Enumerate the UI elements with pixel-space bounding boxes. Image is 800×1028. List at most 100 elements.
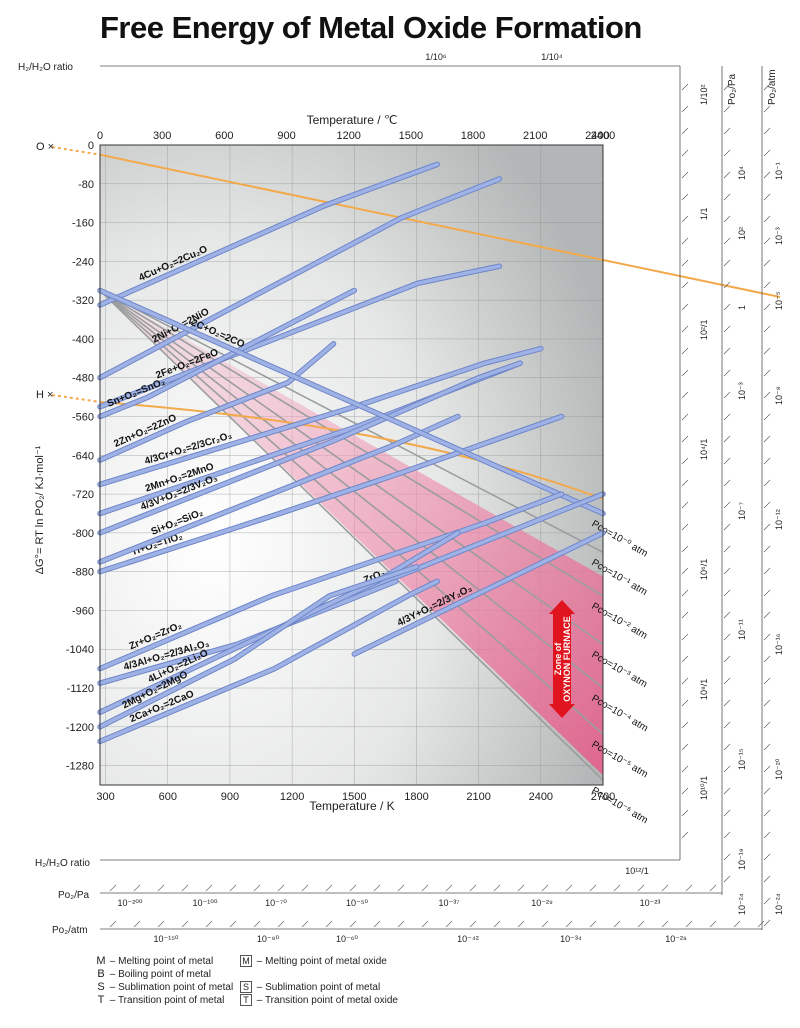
legend-item: T – Transition point of metal oxide (240, 994, 398, 1006)
po2-atm-right-tickmark (763, 347, 771, 355)
po2-atm-bottom-tick: 10⁻³⁴ (560, 934, 582, 944)
zone-arrow-body (553, 612, 571, 706)
po2-pa-bottom-tickmark (613, 884, 621, 892)
po2-pa-bottom-tickmark (349, 884, 357, 892)
x-tick-label-K: 300 (96, 791, 114, 803)
h2h2o-right-tickmark (681, 567, 689, 575)
po2-pa-right-tickmark (723, 303, 731, 311)
legend-text: – Melting point of metal oxide (254, 956, 387, 967)
po2-atm-bottom-tickmark (445, 920, 453, 928)
oxynon-zone (100, 290, 603, 776)
y-tick-label: -800 (72, 528, 94, 540)
pco-line (99, 289, 604, 646)
po2-atm-right-tick: 10⁻¹⁶ (774, 633, 784, 655)
o-dotted-line (51, 146, 101, 156)
legend-item: S – Sublimation point of metal (240, 981, 380, 993)
po2-atm-right-tickmark (763, 875, 771, 883)
po2-pa-right-tickmark (723, 699, 731, 707)
po2-atm-bottom-tick: 10⁻⁸⁰ (257, 934, 280, 944)
page-title: Free Energy of Metal Oxide Formation (100, 10, 642, 45)
h2h2o-right-tickmark (681, 699, 689, 707)
po2-pa-right-tick: 1 (737, 305, 747, 310)
y-tick-label: -720 (72, 489, 94, 501)
h2h2o-right-tickmark (681, 457, 689, 465)
po2-pa-right-tickmark (723, 677, 731, 685)
po2-atm-right-tickmark (763, 303, 771, 311)
po2-pa-bottom-tick: 10⁻²³ (640, 898, 661, 908)
x-axis-title-top: Temperature / ℃ (307, 113, 398, 127)
series-line (98, 177, 502, 380)
h-reference-line (99, 400, 604, 500)
h2h2o-bottom-tick: 10¹²/1 (625, 866, 649, 876)
po2-pa-bottom-tickmark (205, 884, 213, 892)
po2-atm-bottom-tickmark (157, 920, 165, 928)
h2h2o-right-tick: 1/10² (699, 84, 709, 105)
po2-pa-right-tickmark (723, 127, 731, 135)
po2-pa-right-tickmark (723, 413, 731, 421)
po2-atm-right-tick: 10⁻²⁴ (774, 893, 784, 915)
zone-arrow-head-down (549, 704, 575, 718)
po2-atm-bottom-label: Po₂/atm (52, 925, 88, 936)
po2-pa-bottom-label: Po₂/Pa (58, 890, 90, 901)
po2-pa-bottom-tickmark (445, 884, 453, 892)
h-marker: H × (36, 389, 53, 401)
po2-pa-right-tickmark (723, 765, 731, 773)
po2-pa-right-tickmark (723, 215, 731, 223)
h2h2o-right-tickmark (681, 633, 689, 641)
x-tick-label-C: 1500 (399, 130, 423, 142)
po2-atm-bottom-tickmark (325, 920, 333, 928)
po2-atm-right-tickmark (763, 545, 771, 553)
po2-pa-right-tickmark (723, 589, 731, 597)
po2-pa-bottom-tickmark (397, 884, 405, 892)
h2h2o-right-tickmark (681, 479, 689, 487)
series-line (98, 414, 460, 564)
po2-atm-right-tickmark (763, 83, 771, 91)
y-tick-label: -480 (72, 373, 94, 385)
y-tick-label: -1040 (66, 644, 94, 656)
x-axis-title-bottom: Temperature / K (309, 799, 394, 813)
po2-pa-right-tickmark (723, 325, 731, 333)
po2-atm-bottom-tickmark (277, 920, 285, 928)
x-tick-label-C: 2100 (523, 130, 547, 142)
x-tick-label-C: 600 (215, 130, 233, 142)
po2-atm-bottom-tickmark (685, 920, 693, 928)
po2-pa-right-tick: 10⁻²⁴ (737, 893, 747, 915)
po2-atm-bottom-tickmark (229, 920, 237, 928)
po2-pa-bottom-tick: 10⁻⁵⁰ (346, 898, 368, 908)
po2-pa-right-tickmark (723, 435, 731, 443)
reference-lines: O × H × (36, 141, 781, 500)
po2-atm-bottom-tickmark (397, 920, 405, 928)
h2h2o-right-tick: 10⁶/1 (699, 559, 709, 580)
po2-pa-right-tickmark (723, 391, 731, 399)
legend-text: – Transition point of metal oxide (254, 995, 398, 1006)
h2h2o-right-tickmark (681, 809, 689, 817)
po2-pa-bottom-tickmark (493, 884, 501, 892)
po2-pa-bottom-tickmark (541, 884, 549, 892)
po2-pa-bottom-tickmark (181, 884, 189, 892)
zone-label-line1: Zone of (553, 642, 563, 675)
po2-atm-right-tickmark (763, 435, 771, 443)
po2-pa-bottom-tickmark (421, 884, 429, 892)
po2-atm-bottom-tickmark (133, 920, 141, 928)
po2-pa-right-tickmark (723, 149, 731, 157)
po2-pa-right-tickmark (723, 457, 731, 465)
h2h2o-right-tickmark (681, 589, 689, 597)
y-tick-label: -80 (78, 179, 94, 191)
h2h2o-right-tickmark (681, 303, 689, 311)
po2-pa-right-tickmark (723, 259, 731, 267)
po2-atm-bottom-tickmark (109, 920, 117, 928)
x-tick-label-C: 1200 (336, 130, 360, 142)
series-line (98, 288, 357, 419)
zone-label-line2: OXYNON FURNACE (562, 616, 572, 702)
h2h2o-right-tickmark (681, 281, 689, 289)
po2-atm-right-tickmark (763, 215, 771, 223)
x-tick-label-K: 2700 (591, 791, 615, 803)
y-tick-label: -640 (72, 450, 94, 462)
po2-pa-right-tick: 10⁴ (737, 166, 747, 180)
h2h2o-right-tickmark (681, 435, 689, 443)
po2-atm-bottom-tickmark (517, 920, 525, 928)
po2-atm-right-tickmark (763, 391, 771, 399)
h2h2o-right-tickmark (681, 721, 689, 729)
po2-atm-right-tick: 10⁻¹² (774, 509, 784, 530)
po2-pa-right-tickmark (723, 743, 731, 751)
